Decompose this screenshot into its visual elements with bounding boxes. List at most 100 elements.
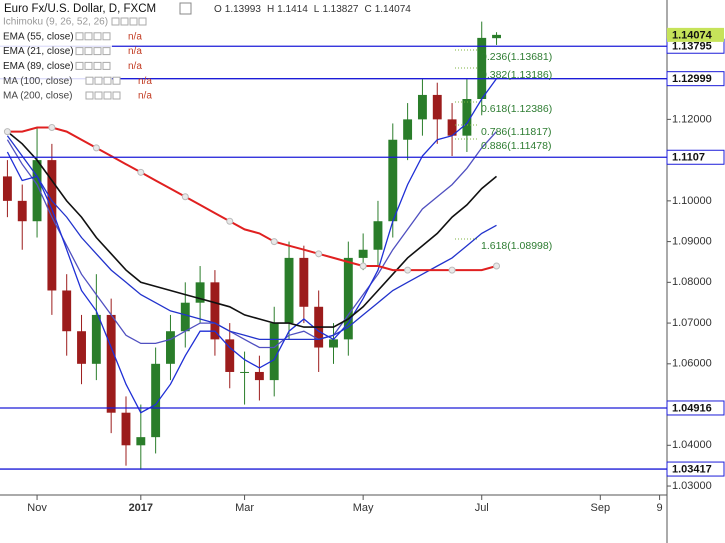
- legend-icon[interactable]: [103, 76, 112, 85]
- legend-icon[interactable]: [93, 61, 102, 70]
- legend-icon[interactable]: [102, 47, 111, 56]
- legend-row-bg: [0, 89, 112, 103]
- candle-body: [180, 302, 190, 332]
- legend-icon[interactable]: [138, 17, 147, 26]
- y-tick-label: 1.09000: [672, 235, 712, 247]
- candle-body: [136, 437, 146, 446]
- indicator-marker: [137, 168, 145, 176]
- level-label-box: [666, 461, 725, 477]
- fib-label: 0.382(1.13186): [481, 69, 552, 81]
- candle-body: [91, 314, 101, 364]
- candle-body: [210, 282, 220, 340]
- legend-icon[interactable]: [129, 17, 138, 26]
- level-label: 1.12999: [672, 73, 712, 85]
- candle-body: [358, 249, 368, 258]
- legend-icon[interactable]: [111, 17, 120, 26]
- legend-name: EMA (55, close): [3, 31, 74, 42]
- indicator-marker: [3, 128, 11, 136]
- eye-icon[interactable]: [179, 2, 192, 15]
- candle-body: [343, 257, 353, 340]
- indicator-marker: [359, 262, 367, 270]
- candle-body: [77, 331, 86, 364]
- indicator-line: [7, 126, 497, 272]
- legend-icon[interactable]: [102, 32, 111, 41]
- candle-body: [447, 119, 457, 136]
- legend-icon[interactable]: [85, 76, 94, 85]
- legend-icon[interactable]: [93, 47, 102, 56]
- fib-label: 0.236(1.13681): [481, 51, 552, 63]
- candle-body: [417, 94, 427, 120]
- last-price-label: 1.14074: [672, 29, 713, 41]
- y-tick-label: 1.08000: [672, 276, 712, 288]
- indicator-line: [6, 78, 498, 414]
- legend-value: n/a: [128, 31, 142, 42]
- candle-body: [403, 119, 413, 140]
- ohlc-value: 1.1414: [277, 4, 308, 15]
- legend-value: n/a: [128, 61, 142, 72]
- x-tick-label: Sep: [591, 502, 611, 514]
- legend-icon[interactable]: [103, 91, 112, 100]
- candle-body: [195, 282, 205, 303]
- legend-icon[interactable]: [84, 47, 93, 56]
- indicator-marker: [315, 250, 323, 258]
- legend-name: EMA (21, close): [3, 46, 74, 57]
- fib-label: 0.786(1.11817): [481, 126, 551, 138]
- legend-row-bg: [0, 59, 112, 73]
- y-tick-label: 1.03000: [672, 480, 712, 492]
- legend-icon[interactable]: [84, 32, 93, 41]
- legend-icon[interactable]: [120, 17, 129, 26]
- legend-icon[interactable]: [75, 32, 84, 41]
- candle-body: [492, 34, 501, 39]
- legend-name: MA (200, close): [3, 91, 72, 102]
- indicator-marker: [270, 238, 278, 246]
- y-tick-label: 1.07000: [672, 317, 712, 329]
- candle-body: [254, 371, 264, 381]
- legend-value: n/a: [138, 76, 152, 87]
- x-tick-label: Nov: [27, 502, 47, 514]
- legend-name: MA (100, close): [3, 76, 72, 87]
- ohlc-label: O: [214, 4, 222, 15]
- legend-icon[interactable]: [94, 91, 103, 100]
- legend-area: Euro Fx/U.S. Dollar, D, FXCM O 1.13993 H 1.1…: [0, 2, 411, 103]
- legend-value: n/a: [128, 46, 142, 57]
- legend-icon[interactable]: [75, 61, 84, 70]
- level-label-box: [666, 400, 725, 416]
- legend-icon[interactable]: [75, 47, 84, 56]
- legend-name: Ichimoku (9, 26, 52, 26): [3, 17, 108, 28]
- level-label: 1.04916: [672, 402, 712, 414]
- indicator-marker: [181, 193, 189, 201]
- y-tick-label: 1.12000: [672, 113, 712, 125]
- legend-icon[interactable]: [102, 61, 111, 70]
- candle-body: [373, 221, 383, 250]
- candle-body: [388, 139, 398, 222]
- candle-body: [329, 339, 338, 348]
- legend-icon[interactable]: [112, 76, 121, 85]
- candle-body: [2, 176, 12, 201]
- indicator-marker: [404, 266, 412, 274]
- y-tick-label: 1.06000: [672, 358, 712, 370]
- ohlc-value: 1.13827: [322, 4, 359, 15]
- y-tick-label: 1.10000: [672, 195, 712, 207]
- x-tick-label: May: [353, 502, 374, 514]
- candle-body: [151, 363, 161, 438]
- last-price-box: [667, 27, 724, 42]
- legend-icon[interactable]: [94, 76, 103, 85]
- indicator-marker: [48, 124, 56, 132]
- candle-body: [240, 371, 250, 373]
- fib-label: 0.886(1.11478): [481, 140, 551, 152]
- fib-label: 1.618(1.08998): [481, 240, 552, 252]
- legend-icon[interactable]: [85, 91, 94, 100]
- candle-body: [269, 323, 279, 381]
- indicator-marker: [448, 266, 456, 274]
- x-tick-label: 2017: [129, 502, 153, 514]
- indicator-marker: [226, 217, 234, 225]
- level-label-box: [666, 149, 725, 165]
- legend-icon[interactable]: [93, 32, 102, 41]
- legend-icon[interactable]: [112, 91, 121, 100]
- candle-body: [47, 160, 57, 291]
- candle-body: [106, 314, 116, 413]
- legend-icon[interactable]: [84, 61, 93, 70]
